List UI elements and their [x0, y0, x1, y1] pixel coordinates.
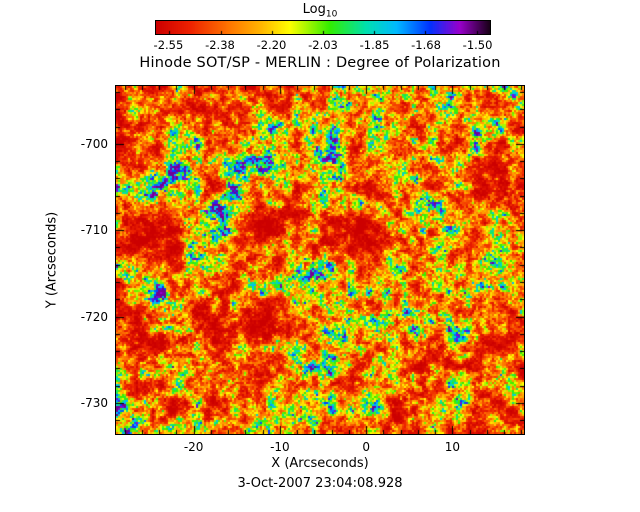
y-axis-tick-label: -730: [80, 395, 108, 410]
x-axis-title: X (Arcseconds): [271, 456, 369, 471]
colorbar-title-subscript: 10: [325, 9, 338, 20]
x-axis-tick-label: -20: [183, 440, 204, 454]
colorbar-tick-label: -1.85: [359, 38, 390, 52]
y-axis-tick-label: -710: [80, 223, 108, 238]
colorbar-tick-label: -1.50: [462, 38, 493, 52]
x-axis-tick-label: 0: [362, 440, 370, 454]
x-axis-tick-label: 10: [444, 440, 461, 454]
heatmap-canvas: [116, 86, 524, 434]
colorbar-tick-label: -2.03: [308, 38, 338, 52]
colorbar-tick-label: -1.68: [411, 38, 441, 52]
colorbar-tick-label: -2.55: [153, 38, 184, 52]
y-axis-tick-label: -720: [80, 309, 108, 324]
colorbar-tick-label: -2.38: [205, 38, 235, 52]
colorbar-title: Log10: [0, 2, 640, 20]
plot-area: [115, 85, 525, 435]
colorbar-title-text: Log: [302, 2, 326, 17]
colorbar-gradient: [156, 21, 490, 34]
chart-title: Hinode SOT/SP - MERLIN : Degree of Polar…: [139, 55, 501, 71]
colorbar-tick-labels: -2.55 -2.38 -2.20 -2.03 -1.85 -1.68 -1.50: [153, 38, 493, 52]
colorbar: [155, 20, 491, 35]
y-axis-tick-label: -700: [80, 136, 108, 151]
x-axis-tick-label: -10: [270, 440, 290, 454]
timestamp: 3-Oct-2007 23:04:08.928: [237, 476, 403, 491]
colorbar-tick-label: -2.20: [256, 38, 287, 52]
y-axis-title: Y (Arcseconds): [44, 211, 60, 309]
